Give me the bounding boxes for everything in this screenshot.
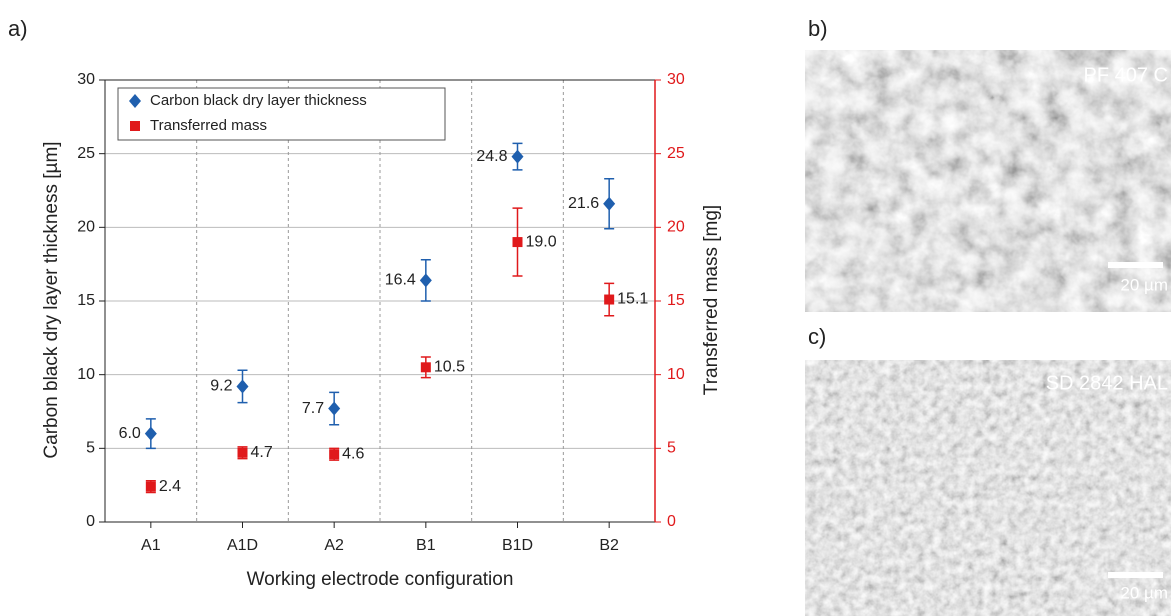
data-point bbox=[419, 273, 432, 288]
image-caption: PF 407 C bbox=[1084, 64, 1168, 86]
data-point bbox=[145, 481, 156, 492]
x-tick-label: B2 bbox=[599, 537, 619, 554]
y2-tick-label: 10 bbox=[667, 366, 685, 383]
y2-tick-label: 5 bbox=[667, 440, 676, 457]
data-label: 21.6 bbox=[568, 195, 599, 212]
x-tick-label: A1 bbox=[141, 537, 161, 554]
legend-marker bbox=[130, 121, 140, 131]
y-tick-label: 0 bbox=[86, 513, 95, 530]
data-point bbox=[237, 447, 248, 458]
y2-tick-label: 15 bbox=[667, 292, 685, 309]
scale-bar bbox=[1108, 572, 1163, 578]
data-label: 2.4 bbox=[159, 478, 181, 495]
legend-label: Carbon black dry layer thickness bbox=[150, 92, 367, 109]
data-point bbox=[329, 449, 340, 460]
y2-tick-label: 20 bbox=[667, 219, 685, 236]
data-point bbox=[604, 294, 615, 305]
data-point bbox=[144, 426, 157, 441]
y2-axis-title: Transferred mass [mg] bbox=[701, 205, 722, 395]
legend-box bbox=[117, 87, 446, 141]
data-label: 19.0 bbox=[526, 233, 557, 250]
data-label: 6.0 bbox=[119, 425, 141, 442]
x-tick-label: A2 bbox=[324, 537, 344, 554]
y-tick-label: 20 bbox=[77, 219, 95, 236]
scale-label: 20 µm bbox=[1120, 275, 1168, 294]
y-tick-label: 10 bbox=[77, 366, 95, 383]
x-tick-label: B1D bbox=[502, 537, 533, 554]
legend-marker bbox=[129, 94, 141, 108]
y2-tick-label: 25 bbox=[667, 145, 685, 162]
y-tick-label: 5 bbox=[86, 440, 95, 457]
data-label: 4.6 bbox=[342, 445, 364, 462]
image-caption: SD 2842 HAL bbox=[1046, 372, 1168, 394]
data-point bbox=[236, 379, 249, 394]
data-point bbox=[511, 149, 524, 164]
data-label: 9.2 bbox=[210, 378, 232, 395]
x-tick-label: A1D bbox=[227, 537, 258, 554]
y2-tick-label: 30 bbox=[667, 71, 685, 88]
data-label: 16.4 bbox=[385, 272, 416, 289]
data-label: 4.7 bbox=[251, 444, 273, 461]
scale-label: 20 µm bbox=[1120, 583, 1168, 602]
data-point bbox=[512, 237, 523, 248]
data-point bbox=[328, 401, 341, 416]
data-point bbox=[420, 362, 431, 373]
panel-label: c) bbox=[808, 324, 826, 349]
y-axis-title: Carbon black dry layer thickness [µm] bbox=[41, 141, 62, 458]
data-label: 10.5 bbox=[434, 359, 465, 376]
data-label: 7.7 bbox=[302, 400, 324, 417]
x-tick-label: B1 bbox=[416, 537, 436, 554]
x-axis-title: Working electrode configuration bbox=[247, 569, 514, 590]
panel-label: a) bbox=[8, 16, 28, 41]
y-tick-label: 30 bbox=[77, 71, 95, 88]
sem-image bbox=[805, 50, 1171, 312]
data-label: 24.8 bbox=[476, 148, 507, 165]
data-point bbox=[603, 196, 616, 211]
data-label: 15.1 bbox=[617, 291, 648, 308]
y2-tick-label: 0 bbox=[667, 513, 676, 530]
y-tick-label: 15 bbox=[77, 292, 95, 309]
y-tick-label: 25 bbox=[77, 145, 95, 162]
panel-label: b) bbox=[808, 16, 828, 41]
scale-bar bbox=[1108, 262, 1163, 268]
legend-label: Transferred mass bbox=[150, 117, 267, 134]
